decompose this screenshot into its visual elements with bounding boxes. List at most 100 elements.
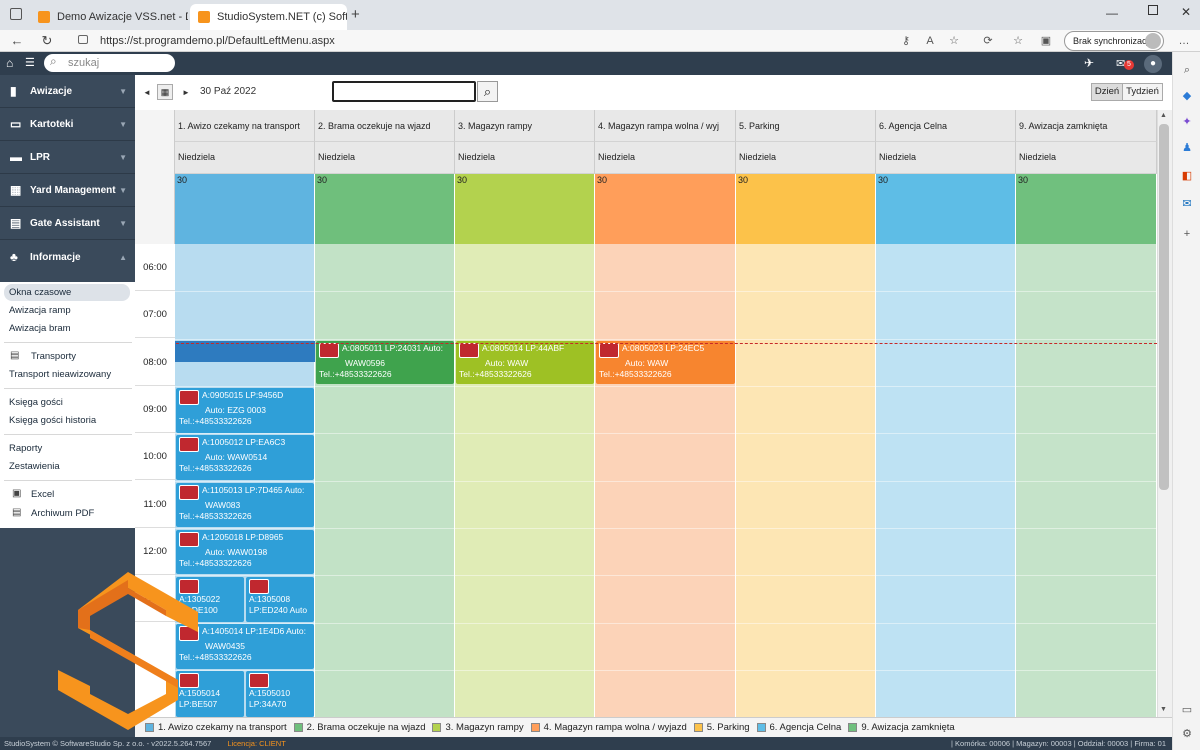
search-icon: ⌕ (483, 84, 492, 99)
scroll-up-icon[interactable]: ▲ (1160, 112, 1167, 119)
tab-studiosystem[interactable]: StudioSystem.NET (c) SoftwareSt ✕ (190, 4, 347, 30)
menu-gate-assistant[interactable]: ▤ Gate Assistant ▼ (0, 207, 135, 240)
submenu-zestawienia[interactable]: Zestawienia (9, 461, 60, 472)
maximize-icon[interactable] (1148, 5, 1158, 15)
collections-icon[interactable]: ▣ (1040, 35, 1052, 47)
appointment-card[interactable]: A:0805011 LP:24031 Auto: WAW0596 Tel.:+4… (316, 341, 454, 384)
prev-day-icon[interactable]: ◄ (143, 88, 151, 97)
menu-lpr[interactable]: ▬ LPR ▼ (0, 141, 135, 174)
appointment-card[interactable]: A:1505014 LP:BE507 (176, 671, 244, 717)
column-body[interactable] (595, 244, 736, 717)
submenu-awizacja-bram[interactable]: Awizacja bram (9, 323, 71, 334)
column-band[interactable]: 30 (876, 174, 1016, 244)
column-body[interactable] (736, 244, 876, 717)
appointment-card[interactable]: A:1105013 LP:7D465 Auto: WAW083 Tel.:+48… (176, 483, 314, 527)
column-band[interactable]: 30 (736, 174, 876, 244)
appointment-card[interactable]: A:1505010 LP:34A70 (246, 671, 314, 717)
submenu-divider (4, 434, 132, 435)
column-band[interactable]: 30 (455, 174, 595, 244)
submenu-ksiega-gosci-historia[interactable]: Księga gości historia (9, 415, 97, 426)
submenu-raporty[interactable]: Raporty (9, 443, 43, 454)
truck-icon: ▬ (10, 150, 22, 164)
search-icon[interactable]: ⌕ (1183, 64, 1191, 76)
submenu-okna-czasowe[interactable]: Okna czasowe (4, 284, 130, 301)
appointment-card[interactable]: A:0805023 LP:24EC5 Auto: WAW Tel.:+48533… (596, 341, 735, 384)
mail-icon[interactable]: ✉ (1116, 58, 1126, 70)
truck-icon (249, 579, 269, 594)
column-body[interactable] (455, 244, 595, 717)
current-slot-marker[interactable] (175, 341, 315, 362)
search-input[interactable]: szukaj (44, 54, 175, 72)
calendar-icon[interactable]: ▦ (157, 84, 173, 100)
add-icon[interactable]: + (1183, 228, 1191, 240)
close-window-icon[interactable]: ✕ (1181, 5, 1192, 19)
office-icon[interactable]: ◧ (1181, 170, 1193, 182)
read-aloud-icon[interactable]: A (926, 35, 934, 47)
column-band[interactable]: 30 (175, 174, 315, 244)
menu-label: Kartoteki (30, 119, 74, 130)
key-icon[interactable]: ⚷ (901, 35, 911, 47)
column-body[interactable] (315, 244, 455, 717)
tab-demo-awizacje[interactable]: Demo Awizacje VSS.net - Demo ✕ (30, 4, 188, 30)
home-icon[interactable]: ⌂ (6, 56, 14, 70)
url-field[interactable]: https://st.programdemo.pl/DefaultLeftMen… (100, 35, 335, 47)
back-icon[interactable]: ← (10, 33, 24, 48)
user-icon[interactable]: ● (1144, 55, 1162, 73)
submenu-ksiega-gosci[interactable]: Księga gości (9, 397, 63, 408)
view-week-button[interactable]: Tydzień (1122, 83, 1163, 101)
current-date: 30 Paź 2022 (200, 86, 257, 97)
search-button[interactable]: ⌕ (477, 81, 498, 102)
menu-awizacje[interactable]: ▮ Awizacje ▼ (0, 75, 135, 108)
more-menu-icon[interactable]: … (1178, 35, 1190, 47)
appointment-line: WAW0596 (345, 358, 385, 368)
appointment-card[interactable]: A:1205018 LP:D8965 Auto: WAW0198 Tel.:+4… (176, 530, 314, 574)
appointment-card[interactable]: A:1005012 LP:EA6C3 Auto: WAW0514 Tel.:+4… (176, 435, 314, 480)
hour-line (175, 481, 1157, 482)
plane-icon[interactable]: ✈ (1084, 56, 1095, 70)
games-icon[interactable]: ♟ (1182, 142, 1192, 154)
favorite-add-icon[interactable]: ☆ (949, 35, 959, 47)
scrollbar-thumb[interactable] (1159, 124, 1169, 490)
studiosystem-favicon-icon (198, 11, 210, 23)
menu-toggle-icon[interactable]: ☰ (25, 57, 35, 69)
submenu-transport-nieawizowany[interactable]: Transport nieawizowany (9, 369, 112, 380)
extension-icon[interactable]: ⟳ (983, 35, 993, 47)
legend-item: 5. Parking (693, 722, 750, 733)
truck-icon (179, 485, 199, 500)
new-tab-icon[interactable]: + (351, 6, 360, 23)
appointment-card[interactable]: A:0805014 LP:44ABF Auto: WAW Tel.:+48533… (456, 341, 594, 384)
minimize-icon[interactable]: — (1106, 6, 1118, 20)
sync-button[interactable]: Brak synchronizacji (1064, 31, 1164, 51)
shopping-tag-icon[interactable]: ◆ (1182, 90, 1192, 102)
tab-actions-icon[interactable] (10, 8, 22, 20)
submenu-archiwum-pdf[interactable]: Archiwum PDF (31, 508, 95, 519)
appointment-line: Tel.:+48533322626 (179, 416, 252, 426)
submenu-excel[interactable]: Excel (31, 489, 55, 500)
appointment-card[interactable]: A:0905015 LP:9456D Auto: EZG 0003 Tel.:+… (176, 388, 314, 433)
column-band[interactable]: 30 (315, 174, 455, 244)
tools-icon[interactable]: ✦ (1182, 116, 1192, 128)
truck-icon (459, 343, 479, 358)
column-body[interactable] (876, 244, 1016, 717)
sidebar-layout-icon[interactable]: ▭ (1181, 704, 1193, 716)
refresh-icon[interactable]: ↻ (41, 33, 53, 48)
day-header: Niedziela (876, 142, 1016, 174)
column-band[interactable]: 30 (595, 174, 736, 244)
view-day-button[interactable]: Dzień (1091, 83, 1123, 101)
scroll-down-icon[interactable]: ▼ (1160, 706, 1167, 713)
column-body[interactable] (1016, 244, 1157, 717)
next-day-icon[interactable]: ► (182, 88, 190, 97)
settings-icon[interactable]: ⚙ (1182, 728, 1192, 740)
column-band[interactable]: 30 (1016, 174, 1157, 244)
submenu-awizacja-ramp[interactable]: Awizacja ramp (9, 305, 71, 316)
filter-input[interactable] (332, 81, 476, 102)
menu-informacje[interactable]: ♣ Informacje ▲ (0, 241, 135, 274)
menu-yard-management[interactable]: ▦ Yard Management ▼ (0, 174, 135, 207)
browser-tab-bar: Demo Awizacje VSS.net - Demo ✕ StudioSys… (0, 0, 1200, 30)
legend-item: 2. Brama oczekuje na wjazd (293, 722, 425, 733)
appointment-card[interactable]: A:1305008 LP:ED240 Auto (246, 577, 314, 622)
menu-kartoteki[interactable]: ▭ Kartoteki ▼ (0, 108, 135, 141)
favorites-icon[interactable]: ☆ (1013, 35, 1023, 47)
submenu-transporty[interactable]: Transporty (31, 351, 77, 362)
outlook-icon[interactable]: ✉ (1182, 198, 1192, 210)
